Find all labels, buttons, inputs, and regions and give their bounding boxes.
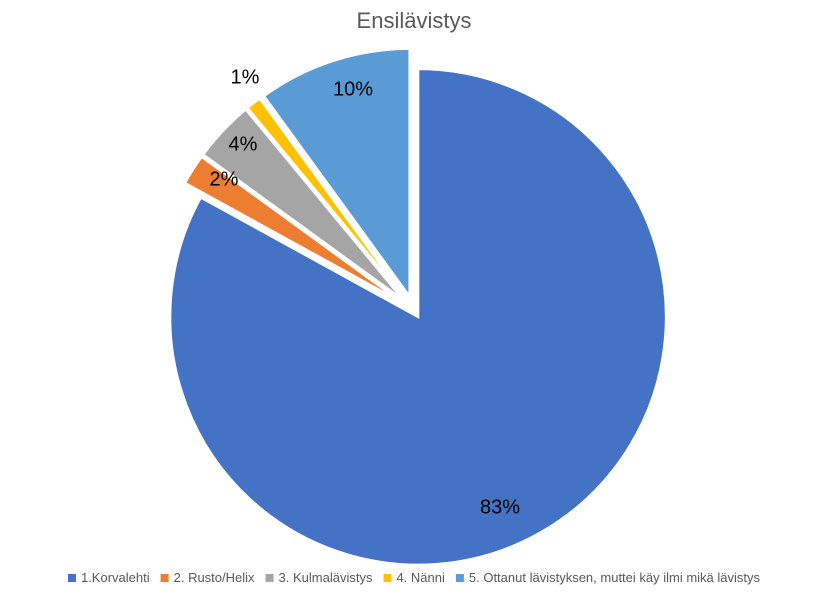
legend-label: 5. Ottanut lävistyksen, muttei käy ilmi … (469, 570, 761, 585)
data-labels: 83% 2% 4% 1% 10% (210, 66, 521, 518)
pie-slice (183, 154, 403, 304)
data-label: 4% (229, 133, 258, 155)
pie-slice (168, 67, 668, 567)
pie-slice (201, 107, 405, 302)
data-label: 10% (333, 78, 373, 100)
legend-swatch (67, 574, 76, 582)
pie-slices (168, 47, 668, 567)
legend-label: 1.Korvalehti (81, 570, 150, 585)
legend-item: 3. Kulmalävistys (265, 570, 373, 585)
legend: 1.Korvalehti 2. Rusto/Helix 3. Kulmalävist… (67, 570, 761, 585)
legend-swatch (265, 574, 274, 582)
pie-slice (245, 96, 407, 300)
legend-swatch (455, 574, 464, 582)
data-label: 1% (231, 66, 260, 88)
legend-swatch (160, 574, 169, 582)
legend-label: 2. Rusto/Helix (174, 570, 255, 585)
legend-label: 3. Kulmalävistys (279, 570, 373, 585)
legend-item: 4. Nänni (383, 570, 445, 585)
legend-item: 1.Korvalehti (67, 570, 150, 585)
legend-item: 2. Rusto/Helix (160, 570, 255, 585)
data-label: 83% (480, 496, 520, 518)
pie-slice (262, 47, 411, 301)
legend-label: 4. Nänni (396, 570, 445, 585)
legend-swatch (383, 574, 392, 582)
legend-item: 5. Ottanut lävistyksen, muttei käy ilmi … (455, 570, 761, 585)
data-label: 2% (210, 168, 239, 190)
chart-title: Ensilävistys (357, 8, 472, 33)
